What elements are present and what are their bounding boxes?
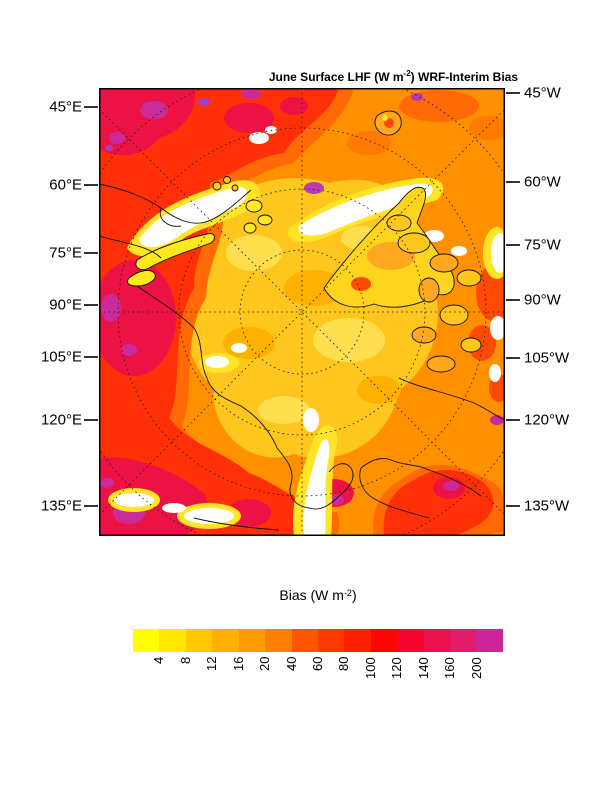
right-axis-tick — [506, 357, 520, 359]
colorbar — [133, 629, 503, 652]
right-axis-tick — [506, 244, 520, 246]
figure-title-superscript: -2 — [403, 69, 411, 78]
right-axis-label: 105°W — [524, 349, 570, 367]
colorbar-tick-label: 200 — [468, 657, 484, 679]
colorbar-tick-label: 12 — [204, 657, 220, 672]
colorbar-segment-3 — [185, 629, 213, 652]
colorbar-segment-11 — [397, 629, 424, 652]
colorbar-segment-7 — [291, 629, 318, 652]
figure-title-text: June Surface LHF (W m — [268, 70, 404, 84]
right-axis-tick — [506, 299, 520, 301]
left-axis-tick — [84, 252, 98, 254]
right-axis-tick — [506, 181, 520, 183]
colorbar-segment-10 — [370, 629, 398, 652]
left-axis-label: 135°E — [40, 497, 82, 515]
colorbar-tick-label: 100 — [362, 657, 378, 679]
colorbar-tick-label: 80 — [336, 657, 352, 672]
left-axis-tick — [84, 184, 98, 186]
figure-title: June Surface LHF (W m-2) WRF-Interim Bia… — [99, 69, 518, 84]
coastlines — [99, 183, 505, 531]
right-axis-tick — [506, 419, 520, 421]
land-masses — [126, 110, 482, 373]
colorbar-tick-label: 20 — [257, 657, 273, 672]
graticule — [99, 88, 505, 536]
colorbar-title-text: Bias (W m — [279, 587, 344, 603]
colorbar-title-superscript: -2 — [343, 588, 352, 598]
left-axis-label: 120°E — [40, 411, 82, 429]
colorbar-segment-8 — [317, 629, 345, 652]
arctic-bias-map — [99, 88, 505, 536]
right-axis-label: 90°W — [524, 291, 561, 309]
right-axis-tick — [506, 92, 520, 94]
colorbar-tick-label: 60 — [310, 657, 325, 672]
left-axis-tick — [84, 505, 98, 507]
left-axis-label: 45°E — [49, 98, 82, 116]
colorbar-tick-label: 16 — [230, 657, 246, 672]
right-axis-tick — [506, 505, 520, 507]
map-plot-area — [99, 88, 505, 536]
left-axis-tick — [84, 419, 98, 421]
left-axis-label: 90°E — [49, 296, 82, 314]
figure-title-suffix: ) WRF-Interim Bias — [410, 70, 518, 84]
colorbar-segment-5 — [238, 629, 266, 652]
right-axis-label: 120°W — [524, 411, 570, 429]
colorbar-tick-label: 160 — [442, 657, 458, 679]
colorbar-segment-4 — [212, 629, 239, 652]
map-frame — [99, 88, 505, 536]
colorbar-segment-13 — [450, 629, 477, 652]
left-axis-label: 60°E — [49, 176, 82, 194]
colorbar-tick-label: 140 — [415, 657, 431, 679]
right-axis-label: 135°W — [524, 497, 570, 515]
colorbar-segment-1 — [133, 629, 160, 652]
left-axis-label: 105°E — [40, 348, 82, 366]
left-axis-tick — [84, 106, 98, 108]
right-axis-label: 60°W — [524, 173, 561, 191]
left-axis-tick — [84, 356, 98, 358]
colorbar-segment-12 — [423, 629, 451, 652]
colorbar-tick-label: 8 — [177, 657, 193, 665]
right-axis-label: 45°W — [524, 84, 561, 102]
colorbar-tick-label: 40 — [283, 657, 299, 672]
colorbar-segment-6 — [265, 629, 292, 652]
colorbar-segment-14 — [476, 629, 503, 652]
colorbar-title: Bias (W m-2) — [133, 587, 503, 603]
left-axis-tick — [84, 304, 98, 306]
colorbar-segment-9 — [344, 629, 371, 652]
colorbar-tick-label: 4 — [151, 657, 167, 665]
colorbar-title-suffix: ) — [351, 587, 357, 603]
left-axis-label: 75°E — [49, 244, 82, 262]
colorbar-tick-label: 120 — [389, 657, 405, 679]
colorbar-segment-2 — [159, 629, 186, 652]
right-axis-label: 75°W — [524, 236, 561, 254]
